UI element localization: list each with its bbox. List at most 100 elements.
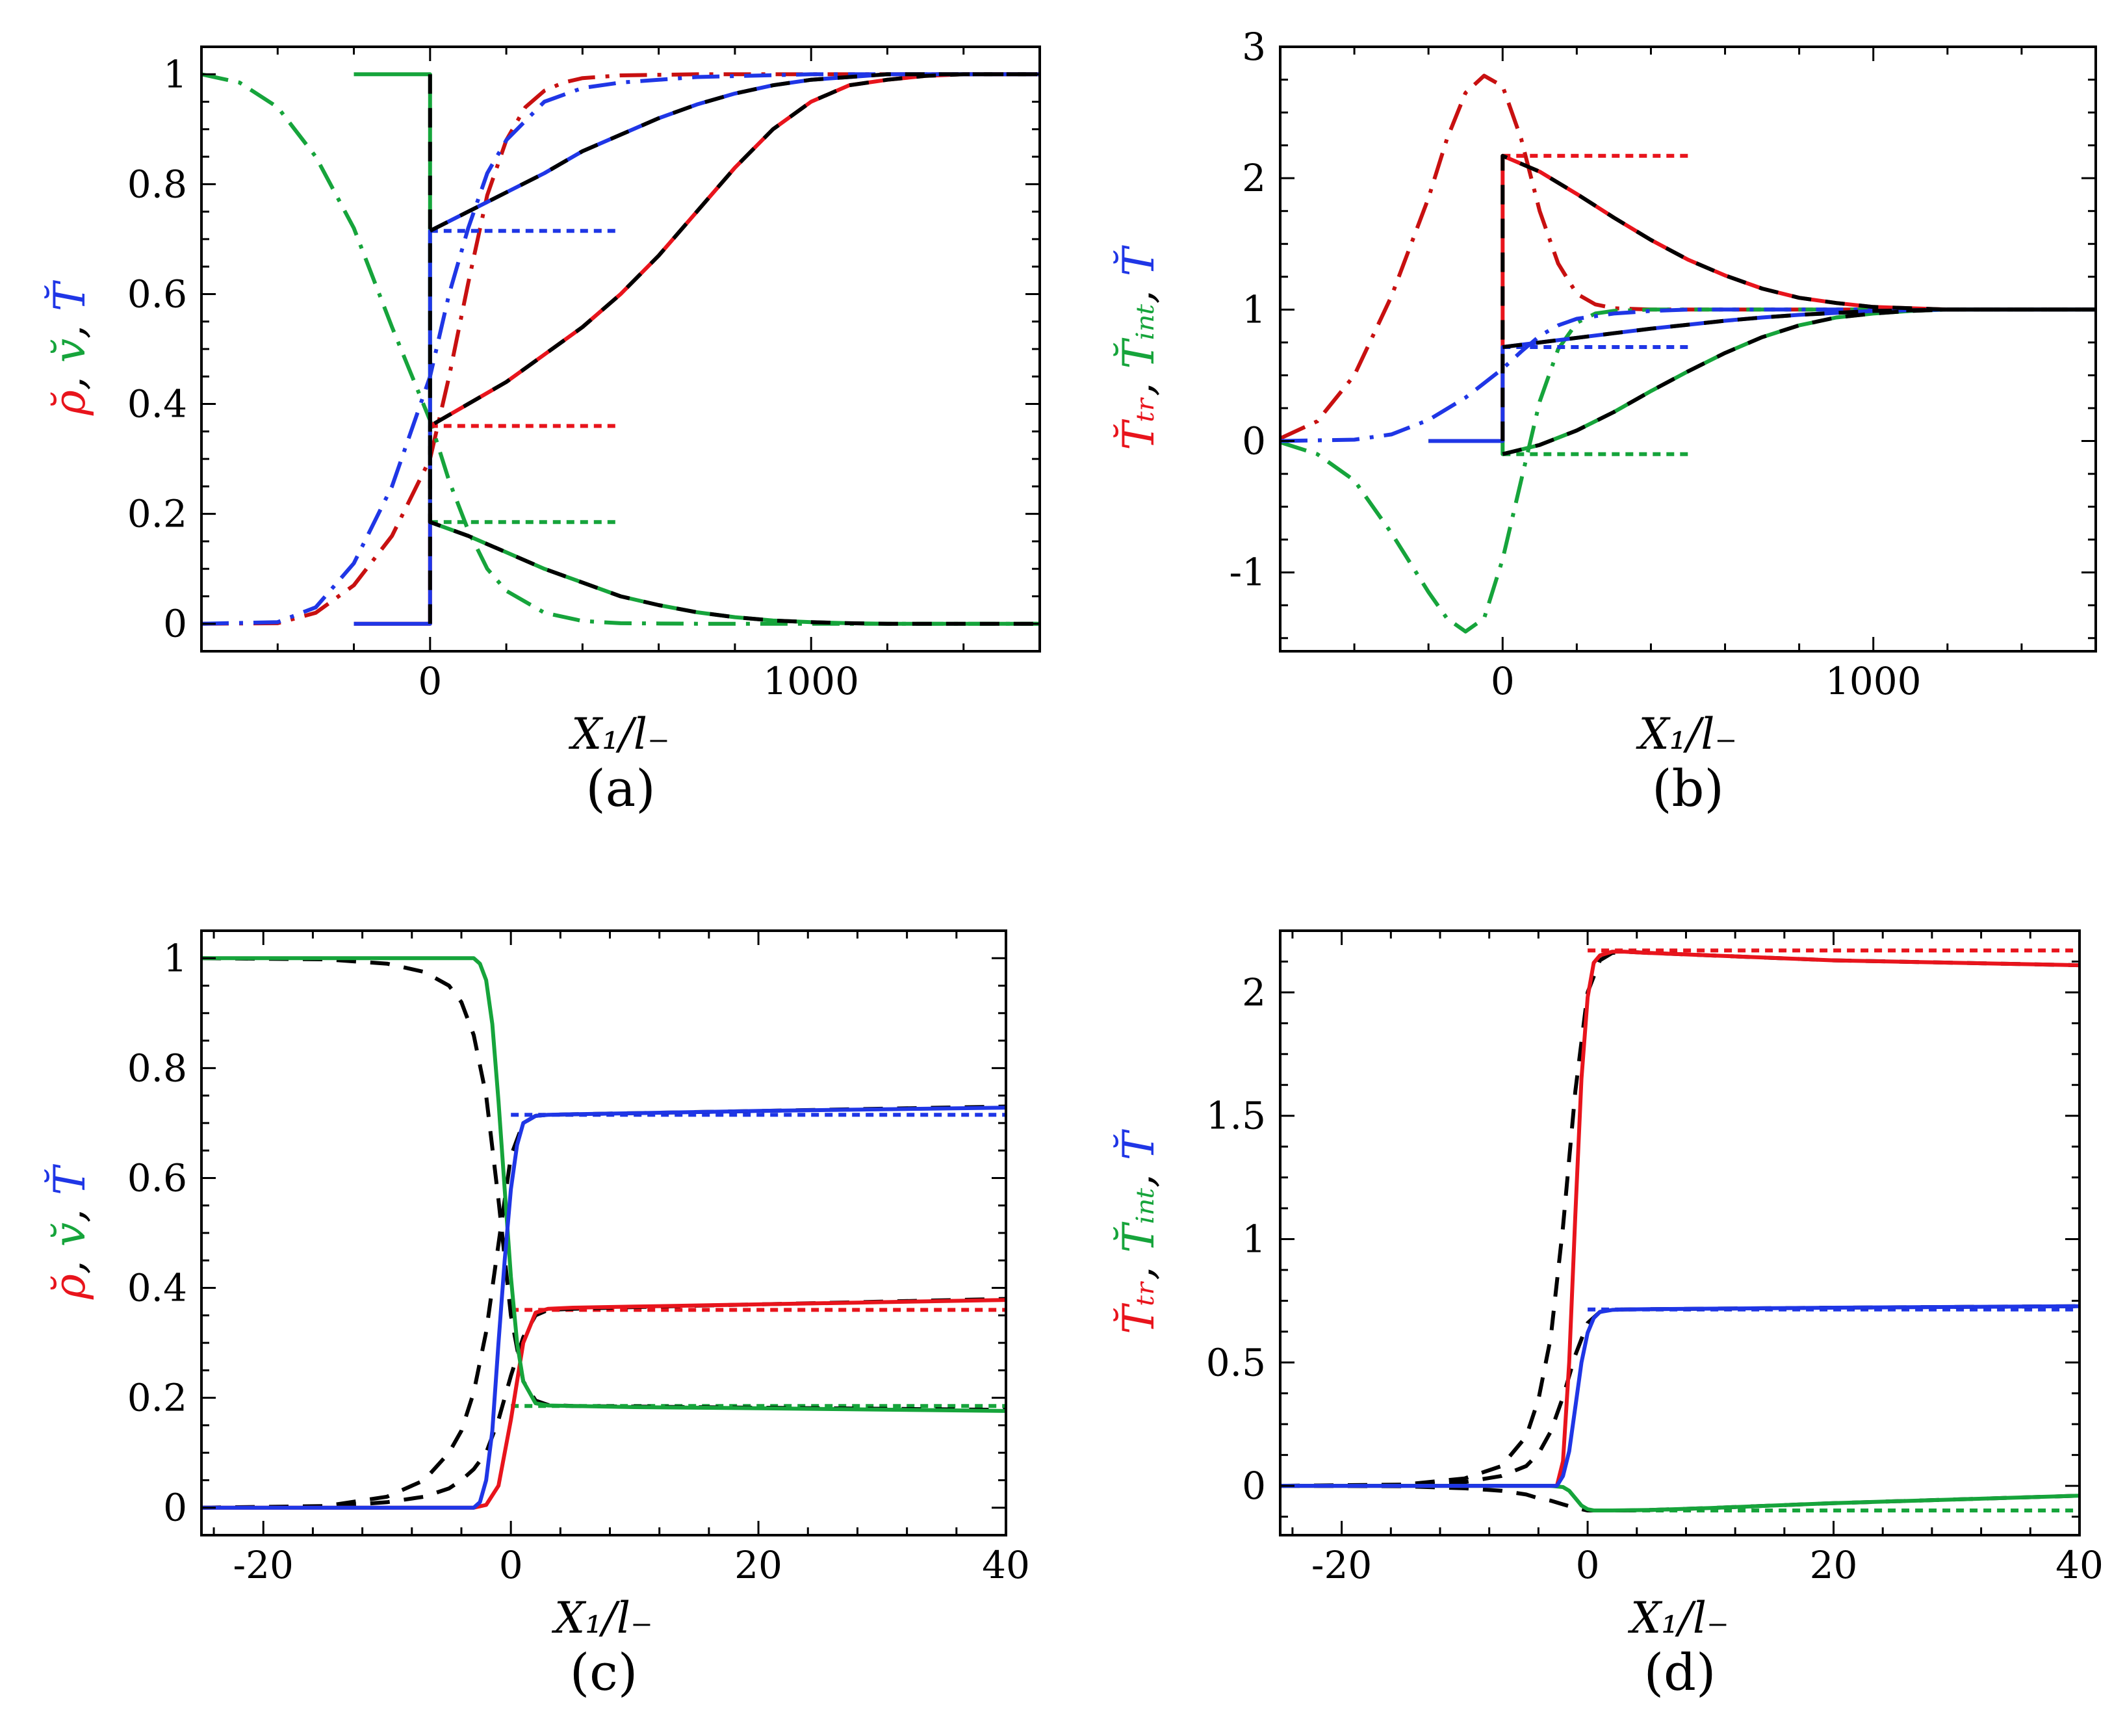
x-tick-label: -20 <box>1311 1543 1372 1587</box>
y-tick-label: 3 <box>1242 25 1266 69</box>
y-axis-label-part: , <box>45 363 95 390</box>
series-line-rho-black-dashed <box>428 72 1040 624</box>
series-line-t-dash-dot <box>201 72 1040 626</box>
y-axis-label-part: v̆ <box>45 339 95 363</box>
x-tick-label: 40 <box>982 1543 1030 1587</box>
y-axis-label: T̆ₜᵣ, T̆ᵢₙₜ, T̆ <box>1114 1128 1164 1334</box>
y-axis-label-part: T̆ <box>1114 244 1164 276</box>
x-axis-label: X₁/l₋ <box>568 709 670 759</box>
x-axis-label: X₁/l₋ <box>551 1593 653 1643</box>
panel-b: 0 1000 -1 0 1 2 3 X₁/l₋ T̆ₜᵣ, T̆ᵢₙₜ, T̆ (b) <box>1114 25 2097 818</box>
x-tick-label: 0 <box>1491 659 1515 703</box>
y-tick-label: 1 <box>163 936 187 980</box>
y-tick-label: 0 <box>163 602 187 646</box>
series-line-ttr-solid <box>1280 950 2080 1488</box>
y-axis-label-part: T̆ₜᵣ <box>1114 1280 1164 1334</box>
x-tick-label: 0 <box>499 1543 523 1587</box>
series-line-t-black-dashed <box>1280 1304 2080 1488</box>
x-tick-label: 40 <box>2055 1543 2104 1587</box>
y-axis-label-part: T̆ₜᵣ <box>1114 396 1164 450</box>
series-line-tint-black-dashed <box>1280 1484 2080 1512</box>
series-line-ttr-black-dashed <box>1280 950 2080 1488</box>
y-axis-label-part: , <box>1114 276 1164 304</box>
series-line-t-solid <box>1280 1304 2080 1488</box>
series-line-tint-black-dashed <box>1502 307 2096 456</box>
y-axis-label-part: T̆ᵢₙₜ <box>1114 304 1164 369</box>
x-tick-label: 20 <box>1810 1543 1858 1587</box>
series-line-tint-solid <box>1280 1484 2080 1512</box>
y-tick-label: 0.4 <box>127 382 187 426</box>
y-axis-label-part: T̆ᵢₙₜ <box>1114 1187 1164 1252</box>
panel-caption: (c) <box>570 1644 638 1702</box>
x-axis-label: X₁/l₋ <box>1636 709 1738 759</box>
axes-frame <box>1279 929 2081 1536</box>
y-axis-label: T̆ₜᵣ, T̆ᵢₙₜ, T̆ <box>1114 244 1164 450</box>
x-tick-label: 20 <box>734 1543 782 1587</box>
y-axis-label-part: ρ̆ <box>45 390 95 416</box>
y-tick-label: 0.6 <box>127 272 187 316</box>
y-axis-label-part: T̆ <box>45 279 95 311</box>
x-tick-label: -20 <box>233 1543 294 1587</box>
y-axis-label-part: ρ̆ <box>45 1274 95 1300</box>
series-line-tint-solid <box>1428 307 2096 456</box>
y-tick-label: 2 <box>1242 970 1266 1015</box>
plot-area <box>201 72 1040 626</box>
y-tick-label: 0.8 <box>127 162 187 206</box>
y-axis-label-part: , <box>45 1247 95 1274</box>
series-line-v-black-dashed <box>201 956 1006 1412</box>
series-line-rho-black-dashed <box>201 1297 1006 1510</box>
series-line-tint-dash-dot <box>1280 307 2096 634</box>
axes-frame <box>200 929 1007 1536</box>
x-tick-label: 1000 <box>1825 659 1922 703</box>
series-line-t-black-dashed <box>1502 307 2096 349</box>
y-axis-label-part: v̆ <box>45 1223 95 1247</box>
y-tick-label: 0.8 <box>127 1046 187 1090</box>
y-tick-label: 1 <box>163 52 187 96</box>
y-axis-label-part: , <box>45 1195 95 1223</box>
panel-caption: (d) <box>1644 1644 1716 1702</box>
y-tick-label: 0.6 <box>127 1156 187 1200</box>
y-tick-label: 0 <box>1242 419 1266 463</box>
axes-frame <box>200 45 1041 653</box>
series-line-rho-solid <box>354 72 1040 626</box>
plot-area <box>1280 73 2096 634</box>
series-line-v-dash-dot <box>201 72 1040 626</box>
series-line-t-black-dashed <box>429 72 1040 233</box>
axes-frame <box>1279 45 2097 653</box>
series-line-v-solid <box>201 956 1006 1413</box>
y-tick-label: 2 <box>1242 156 1266 200</box>
x-tick-label: 0 <box>1576 1543 1600 1587</box>
y-tick-label: 1 <box>1242 1217 1266 1261</box>
y-tick-label: 0 <box>1242 1464 1266 1508</box>
series-line-t-solid <box>1428 307 2096 443</box>
series-line-t-dash-dot <box>1280 307 2096 443</box>
y-tick-label: 0.2 <box>127 1376 187 1420</box>
series-line-v-black-dashed <box>428 74 1040 626</box>
x-tick-label: 1000 <box>763 659 859 703</box>
y-axis-label-part: T̆ <box>1114 1128 1164 1160</box>
y-axis-label-part: , <box>1114 369 1164 396</box>
y-axis-label-part: , <box>1114 1253 1164 1280</box>
plot-area <box>201 956 1006 1510</box>
series-line-v-solid <box>354 72 1040 626</box>
series-line-ttr-solid <box>1428 153 2096 443</box>
y-axis-label-part: , <box>45 311 95 339</box>
y-tick-label: 0.5 <box>1206 1340 1266 1384</box>
x-tick-label: 0 <box>418 659 442 703</box>
y-tick-label: -1 <box>1230 551 1267 595</box>
x-axis-label: X₁/l₋ <box>1627 1593 1729 1643</box>
panel-c: -20 0 20 40 0 0.2 0.4 0.6 0.8 1 X₁/l₋ ρ̆, v̆, T̆ (c) <box>45 929 1030 1702</box>
series-line-ttr-dash-dot <box>1280 73 2096 441</box>
y-tick-label: 0.4 <box>127 1266 187 1310</box>
series-line-rho-solid <box>201 1298 1006 1510</box>
y-axis-label: ρ̆, v̆, T̆ <box>45 279 95 416</box>
y-axis-label-part: T̆ <box>45 1163 95 1195</box>
y-tick-label: 1.5 <box>1206 1094 1266 1138</box>
y-axis-label-part: , <box>1114 1160 1164 1187</box>
series-line-t-solid <box>354 72 1040 626</box>
plot-area <box>1280 948 2080 1512</box>
series-line-ttr-black-dashed <box>1500 153 2096 441</box>
panel-caption: (b) <box>1652 760 1724 818</box>
y-tick-label: 0.2 <box>127 492 187 536</box>
